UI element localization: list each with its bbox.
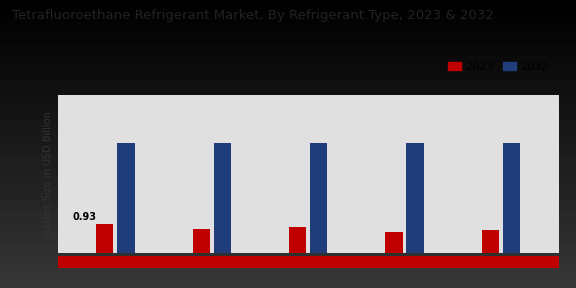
Text: Tetrafluoroethane Refrigerant Market, By Refrigerant Type, 2023 & 2032: Tetrafluoroethane Refrigerant Market, By… — [12, 9, 494, 22]
Bar — [289, 228, 306, 253]
Bar — [503, 143, 520, 253]
Bar — [310, 143, 327, 253]
Bar — [118, 143, 135, 253]
Bar — [482, 230, 499, 253]
Bar — [192, 229, 210, 253]
Bar — [385, 232, 403, 253]
Legend: 2023, 2032: 2023, 2032 — [444, 57, 553, 76]
Bar — [407, 143, 424, 253]
Bar — [96, 224, 113, 253]
Y-axis label: Market Size in USD Billion: Market Size in USD Billion — [43, 111, 54, 237]
Bar — [214, 143, 231, 253]
Text: 0.93: 0.93 — [72, 212, 96, 222]
